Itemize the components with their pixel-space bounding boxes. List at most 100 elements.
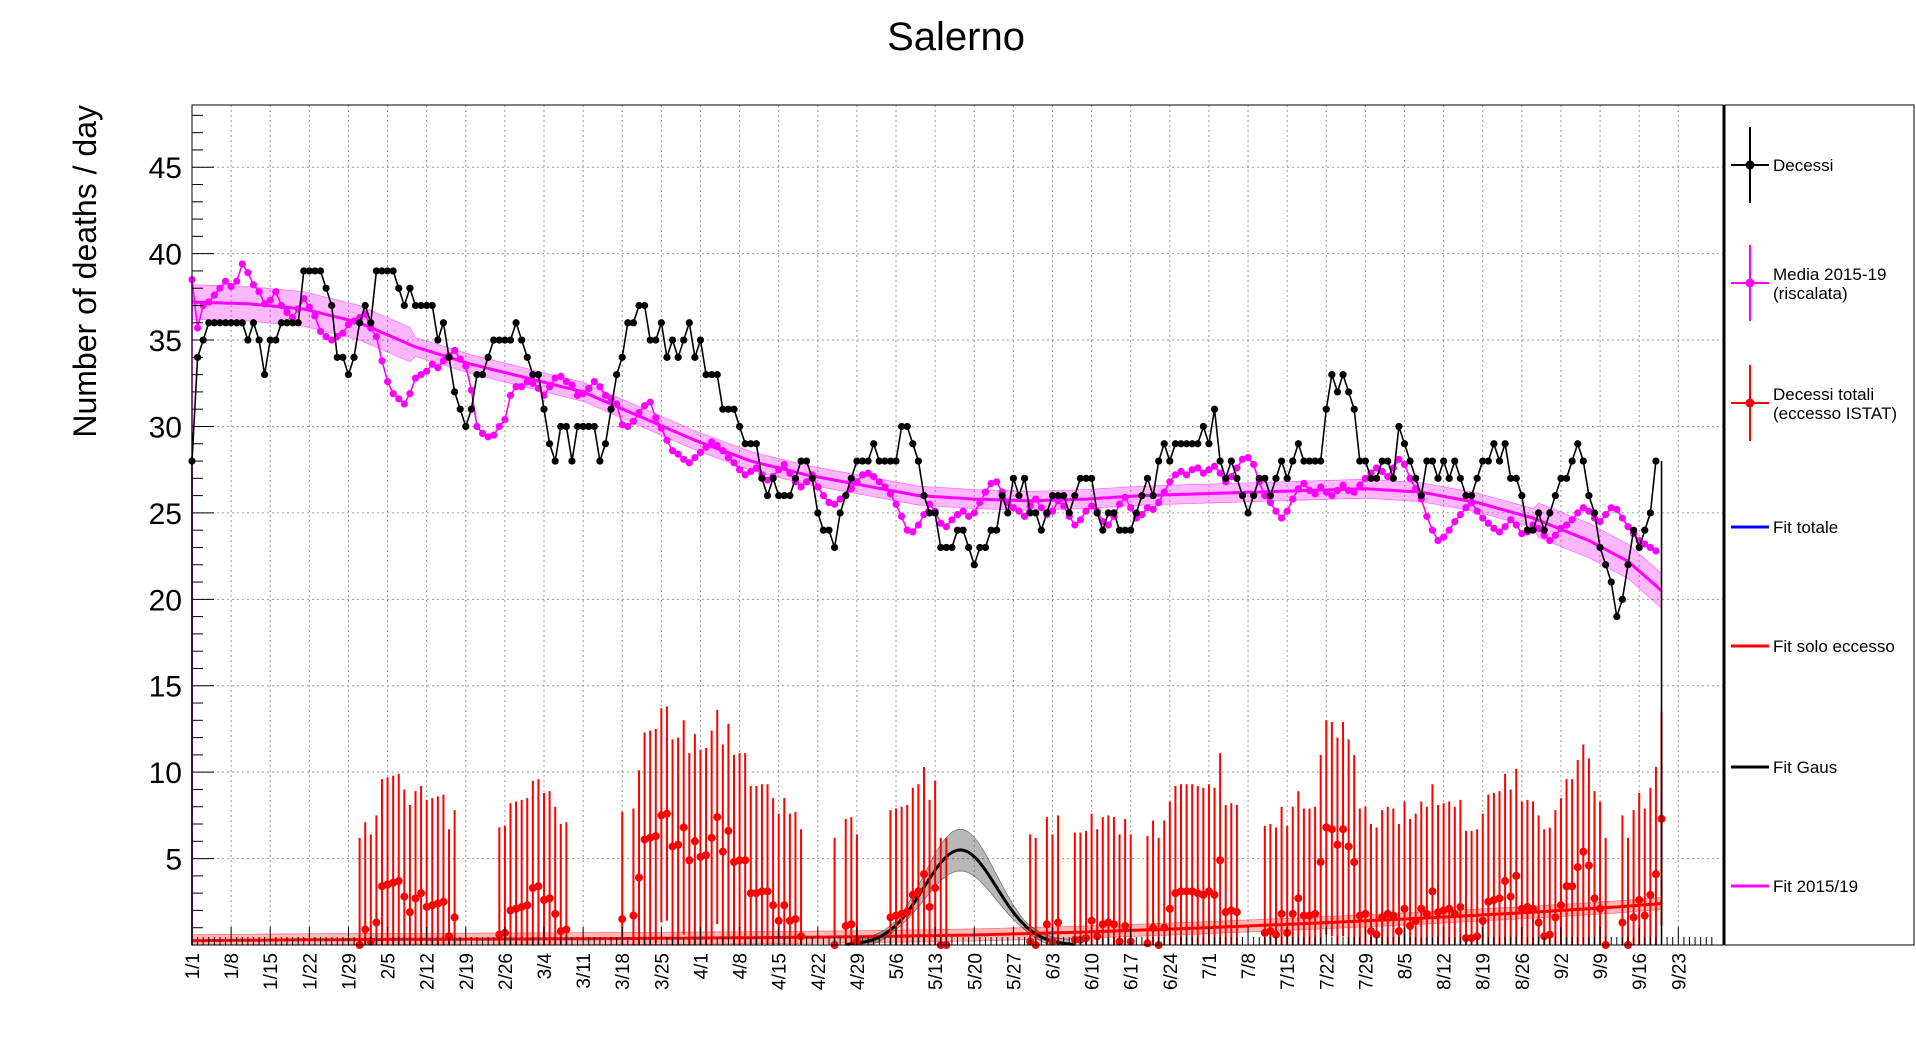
- eccesso-point: [1294, 894, 1303, 903]
- media-2015-19-point: [892, 500, 900, 508]
- decessi-point: [663, 353, 671, 361]
- decessi-point: [1294, 440, 1302, 448]
- media-2015-19-point: [1020, 512, 1029, 520]
- decessi-point: [518, 336, 526, 344]
- eccesso-point: [1651, 870, 1660, 879]
- media-2015-19-point: [512, 383, 520, 391]
- decessi-point: [1557, 474, 1565, 482]
- decessi-point: [451, 388, 459, 396]
- media-2015-19-point: [886, 490, 895, 498]
- y-tick-label: 15: [149, 671, 182, 704]
- decessi-point: [847, 474, 855, 482]
- media-2015-19-point: [1445, 526, 1453, 534]
- media-2015-19-point: [1462, 504, 1470, 512]
- decessi-point: [1417, 492, 1425, 500]
- x-tick-label: 6/10: [1083, 953, 1104, 990]
- media-2015-19-point: [713, 441, 721, 450]
- eccesso-point: [1629, 913, 1638, 922]
- decessi-point: [747, 440, 755, 448]
- y-tick-label: 40: [149, 239, 182, 272]
- eccesso-point: [931, 883, 940, 892]
- media-2015-19-point: [451, 346, 459, 355]
- media-2015-19-point: [948, 516, 956, 524]
- media-2015-19-point: [1333, 486, 1342, 495]
- media-2015-19-point: [573, 391, 582, 399]
- eccesso-point: [797, 932, 806, 941]
- media-2015-19-point: [618, 421, 626, 429]
- decessi-point: [719, 405, 727, 413]
- eccesso-point: [1551, 913, 1560, 922]
- decessi-point: [858, 457, 867, 465]
- decessi-point: [864, 457, 872, 465]
- decessi-point: [1015, 492, 1023, 500]
- decessi-point: [512, 319, 520, 327]
- decessi-point: [1546, 509, 1554, 517]
- media-2015-19-point: [786, 469, 794, 477]
- decessi-point: [1367, 474, 1375, 482]
- media-2015-19-point: [1328, 492, 1336, 500]
- eccesso-point: [1149, 923, 1158, 932]
- x-tick-label: 9/2: [1552, 953, 1573, 979]
- x-tick-label: 7/22: [1317, 953, 1338, 990]
- media-2015-19-point: [1244, 453, 1252, 462]
- media-2015-19-point: [858, 471, 867, 479]
- media-2015-19-point: [1350, 488, 1358, 496]
- media-2015-19-point: [937, 519, 945, 527]
- decessi-point: [551, 457, 559, 465]
- media-2015-19-point: [601, 391, 610, 399]
- media-2015-19-point: [702, 443, 710, 451]
- decessi-point: [557, 422, 565, 431]
- media-2015-19-point: [875, 478, 883, 486]
- media-2015-19-point: [1412, 485, 1420, 493]
- media-2015-19-point: [1479, 514, 1487, 522]
- decessi-point: [1585, 492, 1593, 500]
- eccesso-point: [1534, 918, 1543, 927]
- media-2015-19-point: [233, 277, 241, 285]
- media-2015-19-point: [562, 377, 570, 386]
- media-2015-19-point: [1456, 511, 1464, 519]
- media-2015-19-point: [501, 415, 509, 424]
- media-2015-19-point: [529, 379, 537, 387]
- eccesso-point: [1109, 920, 1118, 929]
- eccesso-point: [523, 901, 532, 910]
- decessi-point: [629, 319, 638, 327]
- eccesso-point: [1411, 916, 1420, 925]
- legend-marker-icon: [1745, 398, 1755, 408]
- decessi-point: [691, 353, 699, 361]
- eccesso-point: [925, 902, 934, 911]
- media-2015-19-point: [708, 438, 716, 446]
- decessi-point: [529, 371, 537, 379]
- media-2015-19-point: [1512, 521, 1520, 529]
- eccesso-point: [1299, 911, 1308, 920]
- media-2015-19-point: [428, 360, 436, 368]
- decessi-point: [1456, 474, 1464, 482]
- decessi-point: [249, 319, 258, 327]
- media-2015-19-point: [417, 371, 425, 379]
- decessi-point: [361, 301, 369, 310]
- decessi-point: [909, 440, 917, 448]
- decessi-point: [367, 319, 375, 327]
- media-2015-19-point: [456, 355, 464, 363]
- decessi-point: [1032, 509, 1040, 517]
- media-2015-19-point: [1434, 536, 1442, 545]
- decessi-point: [1579, 457, 1587, 465]
- legend-label: Media 2015-19 (riscalata): [1773, 265, 1886, 303]
- decessi-point: [786, 492, 794, 500]
- media-2015-19-point: [367, 324, 375, 332]
- decessi-point: [534, 371, 543, 379]
- decessi-point: [898, 422, 906, 431]
- decessi-point: [1322, 405, 1330, 413]
- decessi-point: [1529, 526, 1537, 534]
- decessi-point: [417, 301, 425, 310]
- legend-label-line: Decessi totali: [1773, 385, 1874, 404]
- decessi-point: [456, 405, 464, 413]
- eccesso-point: [411, 894, 420, 903]
- media-2015-19-point: [1641, 540, 1649, 548]
- media-2015-19-point: [1322, 488, 1330, 496]
- decessi-point: [1507, 474, 1515, 482]
- decessi-point: [1255, 474, 1263, 482]
- decessi-point: [1646, 509, 1654, 517]
- media-2015-19-point: [1115, 500, 1124, 508]
- eccesso-point: [1087, 916, 1096, 925]
- eccesso-point: [1556, 901, 1565, 910]
